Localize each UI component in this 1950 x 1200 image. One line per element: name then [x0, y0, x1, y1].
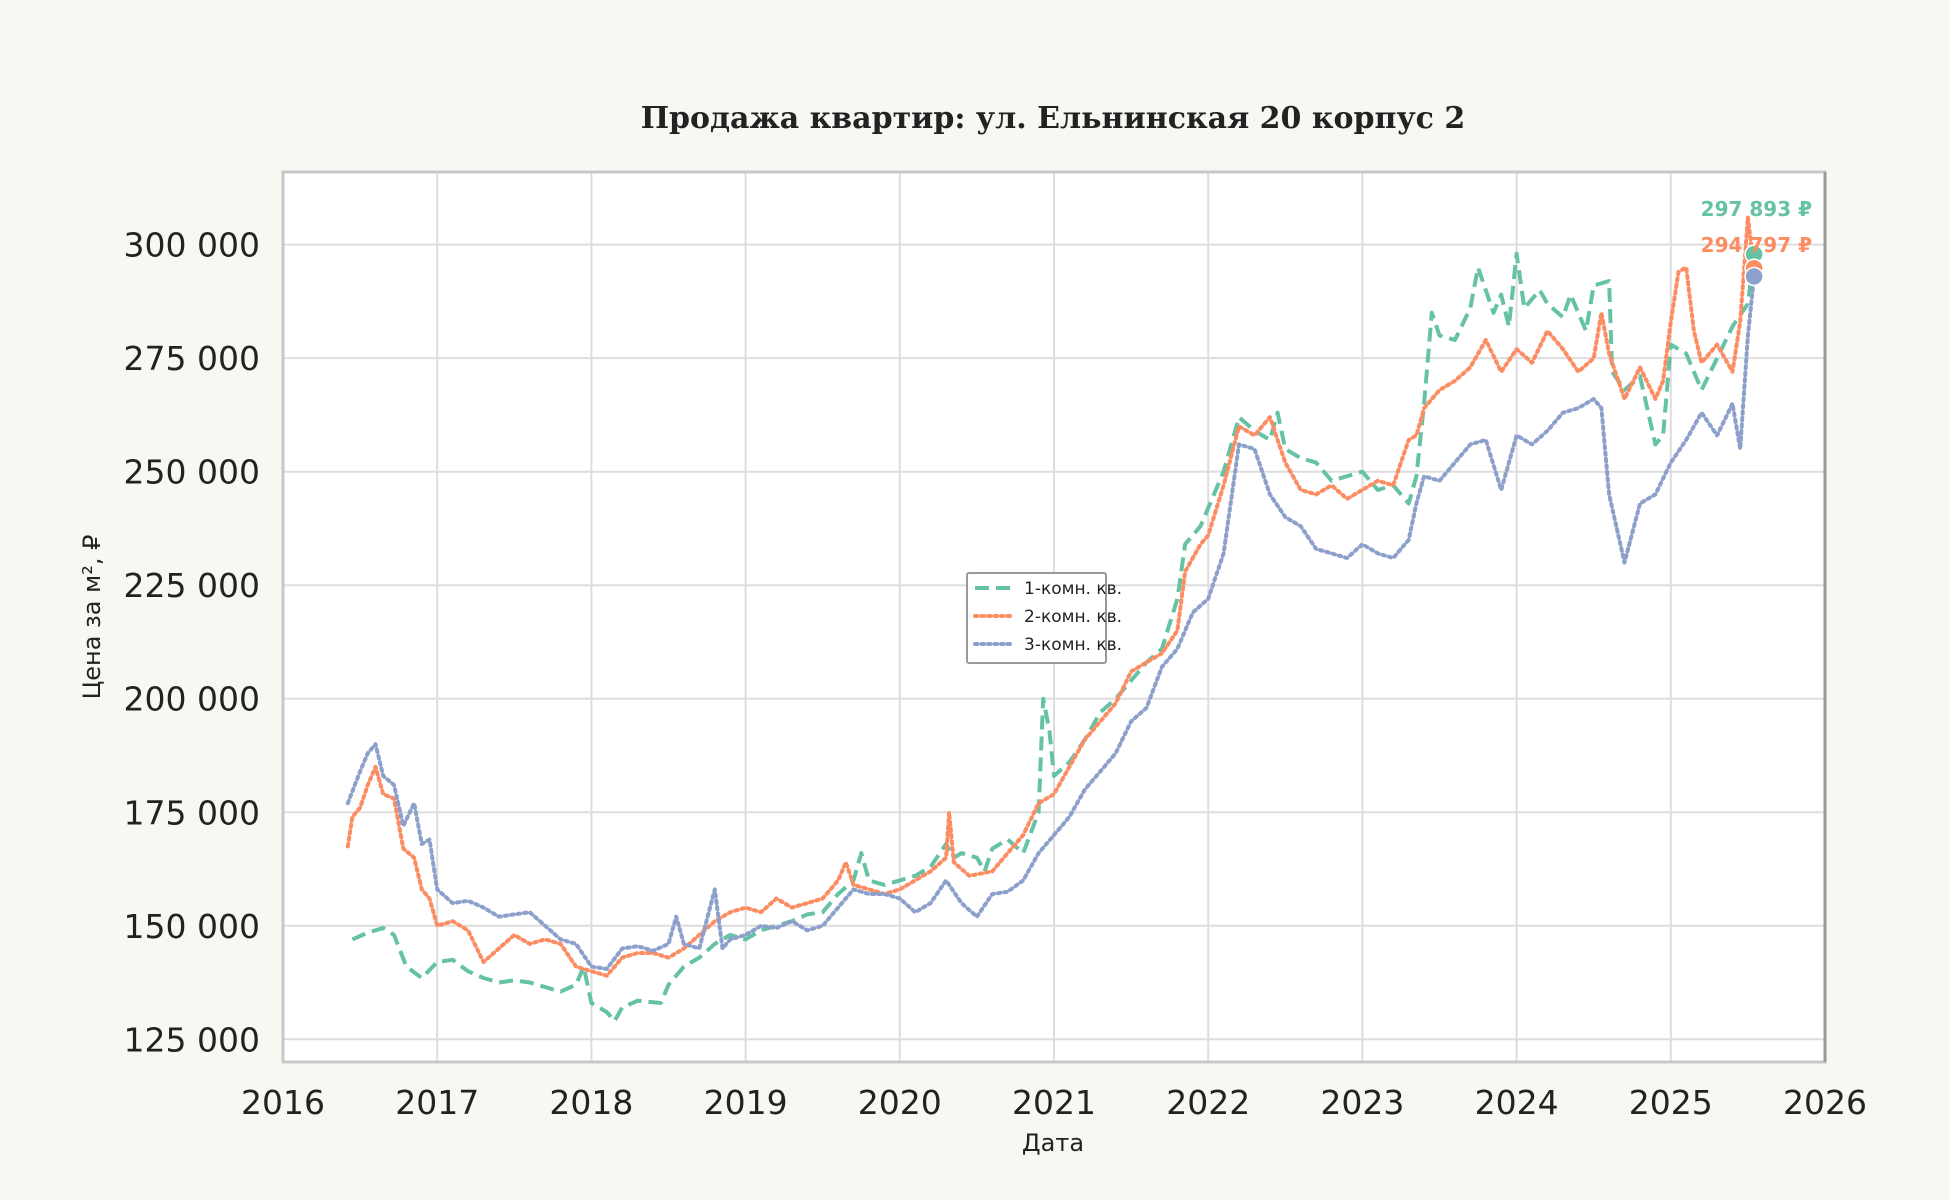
x-tick-label: 2026 [1783, 1083, 1867, 1122]
x-tick-labels: 2016 2017 2018 2019 2020 2021 2022 2023 2024 2025… [241, 1083, 1867, 1122]
chart-title: Продажа квартир: ул. Ельнинская 20 корпу… [641, 101, 1466, 136]
y-tick-labels: 125 000 150 000 175 000 200 000 225 000 250 0… [124, 226, 260, 1060]
x-tick-label: 2023 [1320, 1083, 1404, 1122]
y-tick-label: 150 000 [124, 907, 260, 946]
y-tick-label: 225 000 [124, 566, 260, 605]
x-tick-label: 2020 [858, 1083, 942, 1122]
x-tick-label: 2025 [1629, 1083, 1713, 1122]
x-tick-label: 2016 [241, 1083, 325, 1122]
x-tick-label: 2018 [549, 1083, 633, 1122]
y-tick-label: 275 000 [124, 339, 260, 378]
end-value-label-1: 297 893 ₽ [1701, 197, 1812, 221]
legend-label-2: 2-комн. кв. [1024, 607, 1122, 627]
x-tick-label: 2021 [1012, 1083, 1096, 1122]
x-axis-label: Дата [1022, 1129, 1084, 1157]
y-tick-label: 125 000 [124, 1020, 260, 1059]
x-tick-label: 2017 [395, 1083, 479, 1122]
end-marker-3 [1744, 266, 1764, 287]
series-line-3 [345, 274, 1757, 971]
x-tick-label: 2022 [1166, 1083, 1250, 1122]
y-axis-label: Цена за м², ₽ [78, 535, 106, 700]
x-tick-label: 2019 [704, 1083, 788, 1122]
legend-label-1: 1-комн. кв. [1024, 579, 1122, 599]
end-markers [1744, 244, 1764, 287]
y-tick-label: 250 000 [124, 453, 260, 492]
legend: 1-комн. кв. 2-комн. кв. 3-комн. кв. [966, 572, 1122, 664]
series-line-1 [351, 251, 1757, 1024]
legend-box [966, 572, 1107, 664]
end-value-label-2: 294 797 ₽ [1701, 233, 1812, 257]
x-tick-label: 2024 [1475, 1083, 1559, 1122]
end-labels: 297 893 ₽ 294 797 ₽ [1701, 197, 1812, 257]
legend-label-3: 3-комн. кв. [1024, 635, 1122, 655]
y-tick-label: 300 000 [124, 226, 260, 265]
y-tick-label: 175 000 [124, 793, 260, 832]
series-line-2 [345, 215, 1757, 978]
series-layer [345, 215, 1757, 1024]
y-tick-label: 200 000 [124, 680, 260, 719]
